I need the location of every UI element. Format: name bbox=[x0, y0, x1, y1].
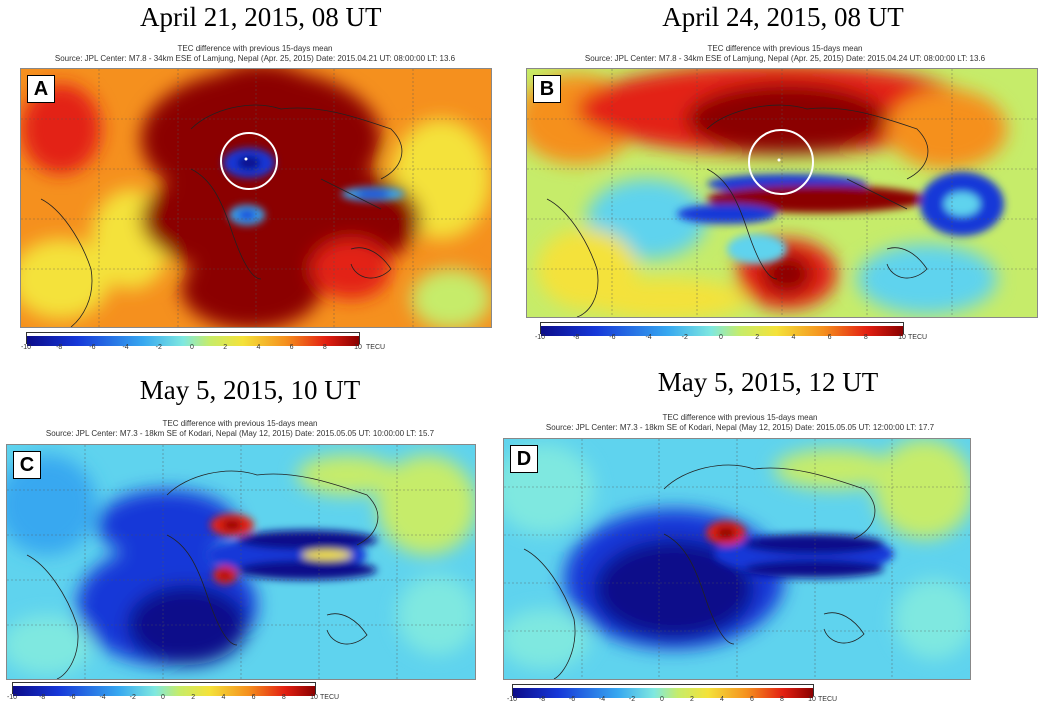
tec-map-field bbox=[504, 439, 970, 679]
colorbar-unit: TECU bbox=[366, 344, 386, 351]
colorbar-ticks: -10 -8 -6 -4 -2 0 2 4 6 8 10 bbox=[507, 696, 816, 706]
panel-header-line1: TEC difference with previous 15-days mea… bbox=[177, 44, 333, 53]
colorbar-unit: TECU bbox=[320, 694, 340, 701]
panel-header-line1: TEC difference with previous 15-days mea… bbox=[162, 419, 318, 428]
panel-header-line2: Source: JPL Center: M7.8 - 34km ESE of L… bbox=[54, 54, 456, 63]
colorbar-tick: -10 bbox=[6, 694, 18, 701]
colorbar-tick: 8 bbox=[863, 334, 868, 341]
colorbar-tick: -2 bbox=[129, 694, 136, 701]
panel-letter: C bbox=[13, 451, 41, 479]
colorbar-tick: 0 bbox=[660, 696, 664, 703]
colorbar-tick: -6 bbox=[568, 696, 576, 703]
colorbar-tick: -2 bbox=[681, 334, 688, 341]
colorbar-tick: -4 bbox=[598, 696, 606, 703]
colorbar-tick: 10 bbox=[354, 344, 362, 351]
colorbar-tick: -10 bbox=[534, 334, 546, 341]
colorbar-tick: 4 bbox=[720, 696, 724, 703]
panel-header-line2: Source: JPL Center: M7.3 - 18km SE of Ko… bbox=[45, 429, 435, 438]
colorbar-gradient bbox=[27, 336, 359, 346]
colorbar-tick: 4 bbox=[791, 334, 796, 341]
panel-letter: A bbox=[27, 75, 55, 103]
colorbar-tick: 6 bbox=[251, 694, 256, 701]
colorbar bbox=[12, 682, 316, 696]
colorbar-tick: 2 bbox=[690, 696, 694, 703]
panel-header-line1: TEC difference with previous 15-days mea… bbox=[707, 44, 863, 53]
panel-letter: B bbox=[533, 75, 561, 103]
colorbar bbox=[512, 684, 814, 698]
colorbar bbox=[540, 322, 904, 336]
colorbar-tick: 6 bbox=[289, 344, 294, 351]
colorbar-tick: 8 bbox=[281, 694, 286, 701]
colorbar-ticks: -10 -8 -6 -4 -2 0 2 4 6 8 10 bbox=[535, 334, 906, 344]
colorbar bbox=[26, 332, 360, 346]
colorbar-tick: -4 bbox=[122, 344, 129, 351]
panel-header-line2: Source: JPL Center: M7.3 - 18km SE of Ko… bbox=[545, 423, 935, 432]
colorbar-tick: -6 bbox=[89, 344, 96, 351]
colorbar-tick: -8 bbox=[39, 694, 46, 701]
panel-title: May 5, 2015, 10 UT bbox=[139, 375, 361, 405]
panel-title: April 24, 2015, 08 UT bbox=[662, 2, 904, 32]
tec-map-field bbox=[21, 69, 491, 327]
colorbar-tick: 10 bbox=[808, 696, 816, 703]
colorbar-tick: 0 bbox=[719, 334, 723, 341]
colorbar-tick: 10 bbox=[898, 334, 906, 341]
epicenter-circle bbox=[748, 129, 814, 195]
colorbar-tick: -4 bbox=[99, 694, 106, 701]
colorbar-unit: TECU bbox=[908, 334, 928, 341]
colorbar-tick: -8 bbox=[538, 696, 546, 703]
colorbar-tick: -6 bbox=[609, 334, 616, 341]
tec-map: B bbox=[526, 68, 1038, 318]
colorbar-tick: -8 bbox=[56, 344, 63, 351]
colorbar-tick: 10 bbox=[310, 694, 318, 701]
colorbar-gradient bbox=[541, 326, 903, 336]
tec-map: D bbox=[503, 438, 971, 680]
colorbar-tick: -4 bbox=[645, 334, 652, 341]
colorbar-tick: 0 bbox=[161, 694, 165, 701]
colorbar-tick: 8 bbox=[780, 696, 784, 703]
colorbar-tick: -2 bbox=[155, 344, 162, 351]
colorbar-tick: 2 bbox=[223, 344, 228, 351]
colorbar-tick: -10 bbox=[20, 344, 32, 351]
colorbar-tick: 6 bbox=[827, 334, 832, 341]
tec-map-field bbox=[7, 445, 475, 679]
colorbar-tick: 2 bbox=[191, 694, 196, 701]
panel-title: April 21, 2015, 08 UT bbox=[140, 2, 382, 32]
colorbar-tick: 2 bbox=[755, 334, 760, 341]
colorbar-gradient bbox=[513, 688, 813, 698]
colorbar-tick: -2 bbox=[628, 696, 636, 703]
tec-map: A bbox=[20, 68, 492, 328]
colorbar-tick: -10 bbox=[506, 696, 518, 703]
colorbar-unit: TECU bbox=[818, 696, 838, 703]
colorbar-tick: 6 bbox=[750, 696, 754, 703]
colorbar-tick: -8 bbox=[573, 334, 580, 341]
colorbar-tick: 4 bbox=[256, 344, 261, 351]
tec-map: C bbox=[6, 444, 476, 680]
colorbar-gradient bbox=[13, 686, 315, 696]
tec-map-field bbox=[527, 69, 1037, 317]
colorbar-ticks: -10 -8 -6 -4 -2 0 2 4 6 8 10 bbox=[21, 344, 362, 354]
colorbar-tick: 8 bbox=[322, 344, 327, 351]
epicenter-circle bbox=[220, 132, 278, 190]
colorbar-tick: 4 bbox=[221, 694, 226, 701]
colorbar-ticks: -10 -8 -6 -4 -2 0 2 4 6 8 10 bbox=[7, 694, 318, 704]
panel-letter: D bbox=[510, 445, 538, 473]
panel-header-line2: Source: JPL Center: M7.8 - 34km ESE of L… bbox=[584, 54, 986, 63]
colorbar-tick: 0 bbox=[190, 344, 194, 351]
colorbar-tick: -6 bbox=[69, 694, 76, 701]
panel-header-line1: TEC difference with previous 15-days mea… bbox=[662, 413, 818, 422]
panel-title: May 5, 2015, 12 UT bbox=[657, 367, 879, 397]
